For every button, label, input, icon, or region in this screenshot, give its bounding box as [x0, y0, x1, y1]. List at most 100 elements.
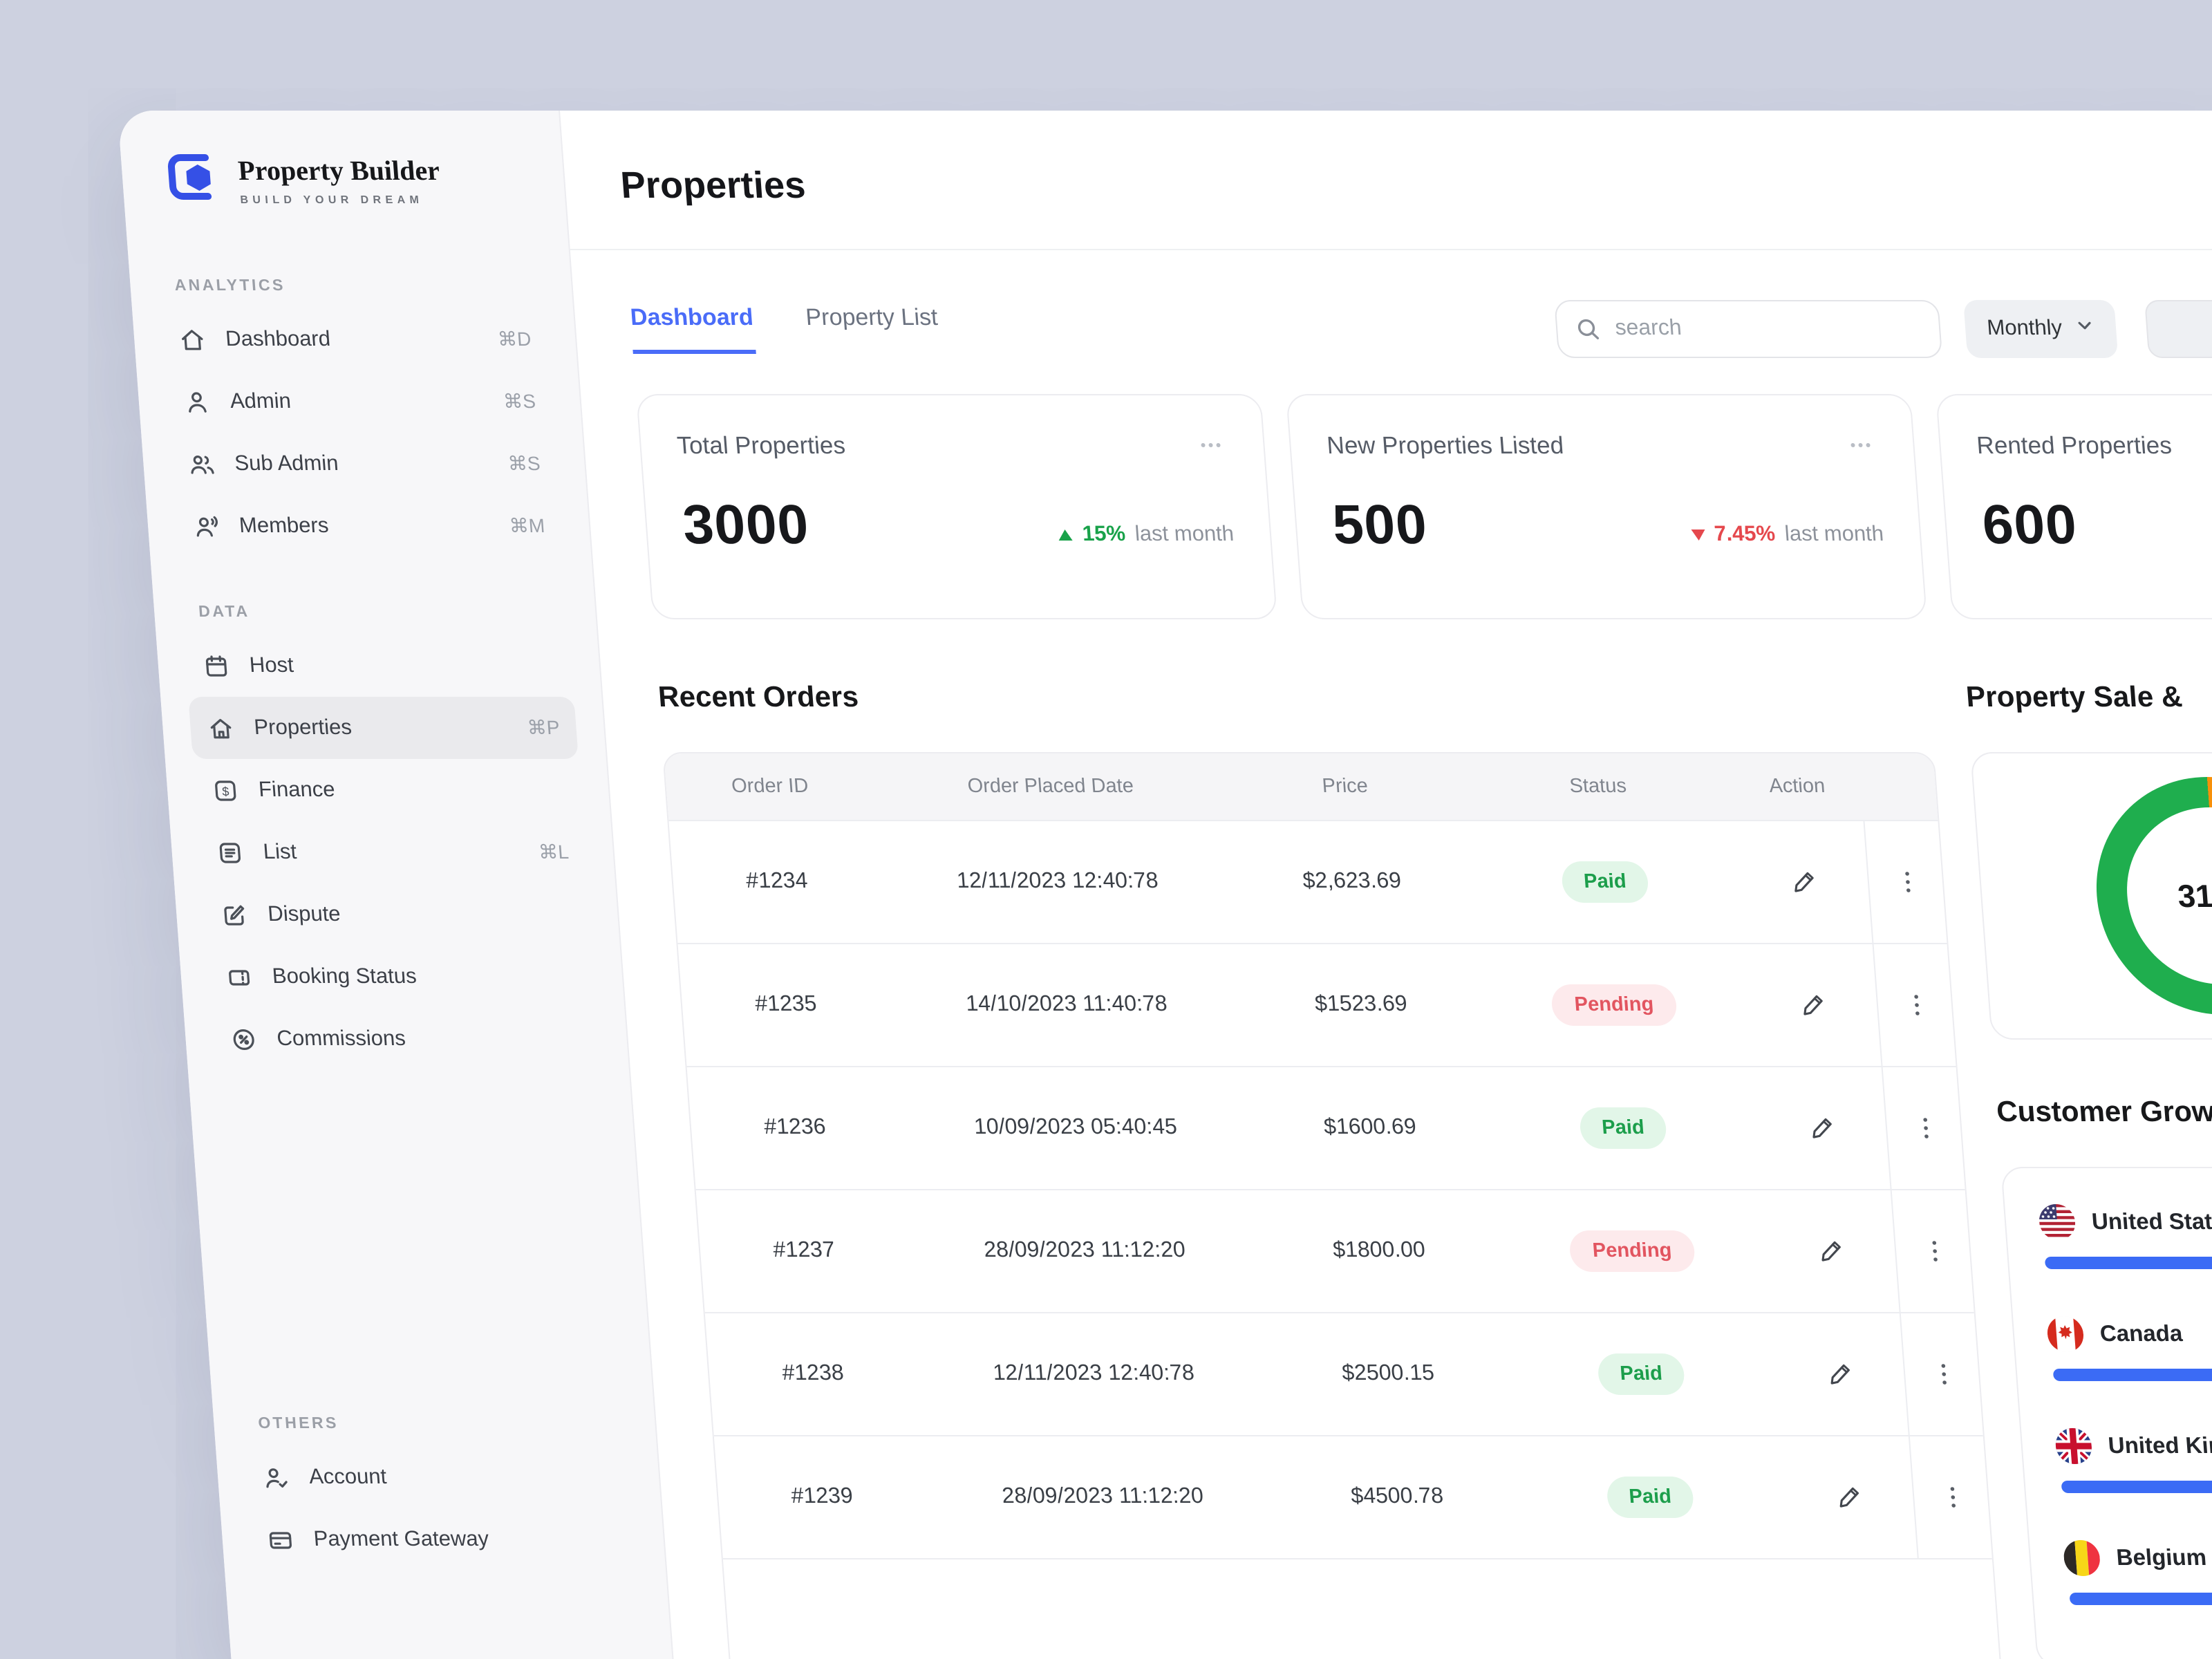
sidebar-item-properties[interactable]: Properties ⌘P	[188, 697, 579, 759]
edit-icon[interactable]	[1819, 1353, 1862, 1394]
order-status-cell: Pending	[1477, 984, 1751, 1026]
country-item-united-states: United States	[2038, 1204, 2212, 1269]
country-name: United States	[2090, 1209, 2212, 1234]
sidebar-item-members[interactable]: Members ⌘M	[174, 495, 564, 557]
table-row[interactable]: #1236 10/09/2023 05:40:45 $1600.69 Paid	[686, 1066, 1968, 1189]
kebab-menu-icon[interactable]	[1915, 1232, 1953, 1271]
table-row[interactable]: #1237 28/09/2023 11:12:20 $1800.00 Pending	[695, 1189, 1977, 1312]
sidebar-item-label: Payment Gateway	[312, 1527, 490, 1550]
edit-square-icon	[220, 901, 250, 928]
country-name: Canada	[2099, 1321, 2184, 1346]
stat-delta: 15% last month	[1058, 523, 1235, 547]
customer-growth-card: United States Canada United Kingdom Belg…	[2000, 1167, 2212, 1659]
sidebar-item-booking-status[interactable]: Booking Status	[207, 946, 597, 1008]
sidebar-item-label: Properties	[253, 715, 353, 739]
sidebar-item-label: Commissions	[276, 1027, 406, 1050]
shortcut-label: ⌘S	[507, 452, 541, 474]
sidebar-item-list[interactable]: List ⌘L	[197, 821, 588, 883]
sidebar-item-payment-gateway[interactable]: Payment Gateway	[247, 1508, 638, 1571]
shortcut-label: ⌘P	[526, 716, 561, 738]
column-header-action: Action	[1768, 776, 1826, 798]
status-badge: Paid	[1596, 1353, 1687, 1395]
card-menu-button[interactable]	[1193, 429, 1229, 462]
order-action-cell	[1784, 1477, 1914, 1518]
donut-center-value: 315K	[2176, 877, 2212, 913]
period-select[interactable]: Monthly	[1962, 300, 2119, 358]
kebab-menu-icon[interactable]	[1924, 1355, 1962, 1394]
table-row[interactable]: #1235 14/10/2023 11:40:78 $1523.69 Pending	[677, 943, 1959, 1066]
tabs: Dashboard Property List	[629, 304, 941, 354]
order-date-cell: 10/09/2023 05:40:45	[973, 1116, 1179, 1139]
order-id-cell: #1239	[790, 1485, 854, 1508]
chevron-down-icon	[2075, 317, 2095, 341]
edit-icon[interactable]	[1810, 1230, 1853, 1271]
order-status-cell: Paid	[1468, 861, 1742, 903]
edit-icon[interactable]	[1792, 984, 1835, 1024]
sidebar-item-account[interactable]: Account	[243, 1446, 634, 1508]
edit-icon[interactable]	[1783, 861, 1826, 901]
ellipsis-icon	[1196, 431, 1226, 459]
order-price-cell: $2500.15	[1341, 1362, 1436, 1385]
sidebar-item-commissions[interactable]: Commissions	[211, 1008, 601, 1070]
table-row[interactable]: #1239 28/09/2023 11:12:20 $4500.78 Paid	[713, 1435, 1995, 1558]
edit-icon[interactable]	[1801, 1107, 1844, 1147]
table-row[interactable]: #1234 12/11/2023 12:40:78 $2,623.69 Paid	[668, 820, 1950, 943]
kebab-menu-icon[interactable]	[1888, 863, 1927, 901]
country-progress-track	[2044, 1257, 2212, 1269]
card-menu-button[interactable]	[1843, 429, 1879, 462]
edit-icon[interactable]	[1828, 1477, 1871, 1517]
sidebar-item-host[interactable]: Host	[184, 635, 574, 697]
order-more-cell	[1890, 1190, 1977, 1312]
stat-delta: 7.45% last month	[1690, 523, 1885, 547]
order-price-cell: $1800.00	[1332, 1239, 1427, 1262]
status-badge: Pending	[1550, 984, 1678, 1026]
order-price-cell: $1600.69	[1323, 1116, 1417, 1139]
finance-icon: $	[211, 776, 241, 804]
kebab-menu-icon[interactable]	[1897, 986, 1936, 1024]
status-badge: Paid	[1560, 861, 1650, 903]
orders-table: Order ID Order Placed Date Price Status Acti…	[662, 752, 2003, 1659]
sidebar-item-dashboard[interactable]: Dashboard ⌘D	[160, 308, 550, 371]
sidebar-item-finance[interactable]: $ Finance	[193, 759, 583, 821]
delta-percent: 15%	[1081, 523, 1127, 546]
section-label-others: OTHERS	[257, 1416, 339, 1432]
country-progress-track	[2052, 1369, 2212, 1381]
order-action-cell	[1757, 1107, 1887, 1149]
order-more-cell	[1872, 944, 1959, 1066]
ellipsis-icon	[1846, 431, 1875, 459]
order-more-cell	[1881, 1067, 1968, 1189]
sidebar-item-label: Members	[238, 514, 330, 537]
stat-cards: Total Properties 3000 15% last month New…	[636, 394, 2212, 619]
property-sale-title: Property Sale &	[1965, 682, 2184, 713]
search-input[interactable]	[1553, 300, 1942, 358]
user-check-icon	[261, 1463, 291, 1491]
sidebar-item-dispute[interactable]: Dispute	[202, 883, 592, 946]
tab-dashboard[interactable]: Dashboard	[629, 304, 756, 354]
search-box	[1553, 300, 1942, 358]
sidebar-item-label: Host	[248, 653, 294, 677]
toolbar: Dashboard Property List Monthly	[629, 300, 2212, 358]
shortcut-label: ⌘M	[508, 514, 546, 536]
sidebar-item-label: Booking Status	[271, 964, 418, 988]
donut-chart: 315K	[2088, 777, 2212, 1015]
order-price-cell: $2,623.69	[1302, 870, 1403, 893]
stat-card-total-properties: Total Properties 3000 15% last month	[636, 394, 1278, 619]
sidebar-item-admin[interactable]: Admin ⌘S	[165, 371, 555, 433]
trend-up-icon	[1058, 529, 1074, 541]
tab-property-list[interactable]: Property List	[805, 304, 939, 330]
sidebar-item-label: Sub Admin	[234, 451, 339, 475]
clipped-toolbar-button[interactable]	[2144, 300, 2212, 358]
main-content: Properties Dashboard Property List Monthl…	[560, 111, 2212, 1659]
country-name: United Kingdom	[2107, 1433, 2212, 1458]
house-icon	[206, 714, 236, 742]
sidebar-item-label: Finance	[257, 778, 336, 801]
country-item-united-kingdom: United Kingdom	[2054, 1428, 2212, 1493]
member-icon	[191, 512, 221, 540]
kebab-menu-icon[interactable]	[1933, 1478, 1971, 1517]
sidebar-item-sub-admin[interactable]: Sub Admin ⌘S	[169, 433, 559, 495]
table-row[interactable]: #1238 12/11/2023 12:40:78 $2500.15 Paid	[704, 1312, 1986, 1435]
kebab-menu-icon[interactable]	[1906, 1109, 1944, 1147]
order-id-cell: #1236	[763, 1116, 827, 1139]
delta-note: last month	[1783, 523, 1885, 546]
